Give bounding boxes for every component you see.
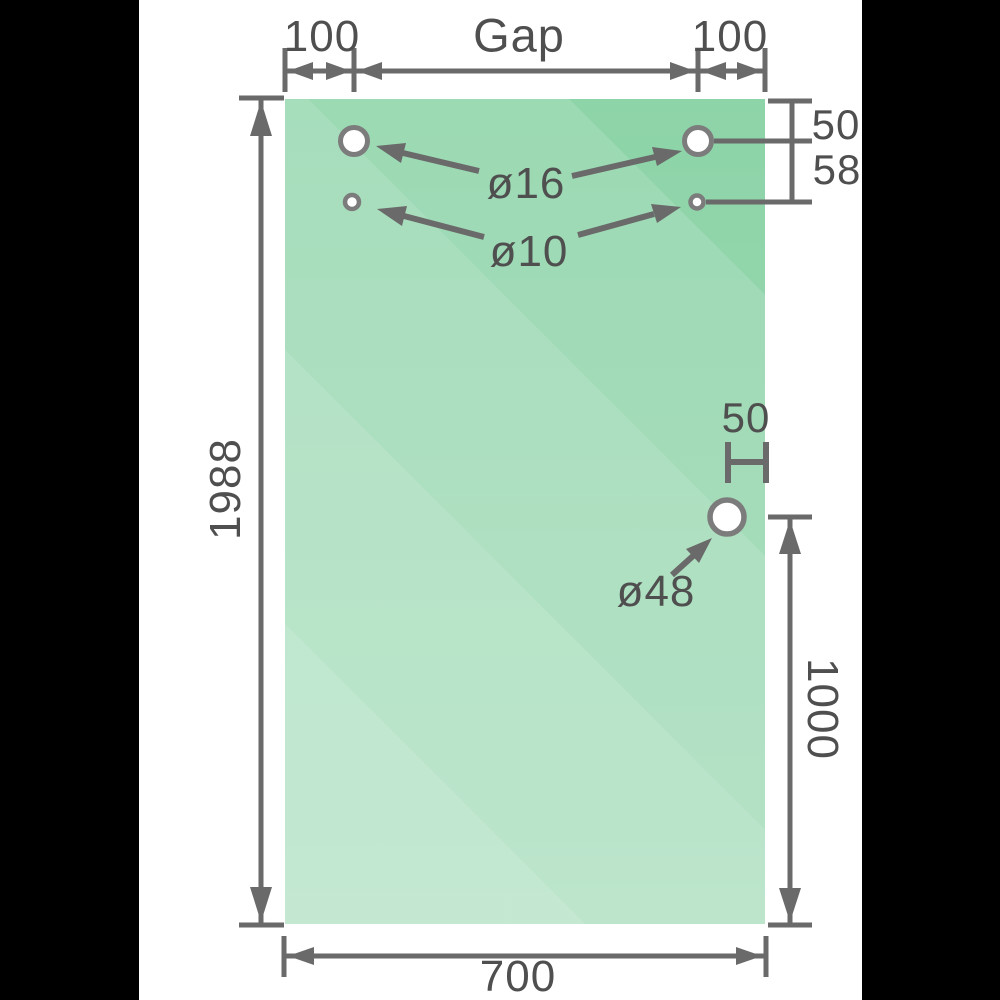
dim-label-height-1988: 1988 (201, 438, 250, 540)
dim-label-hole-spacing-58: 58 (812, 146, 862, 193)
hole-o10-left (342, 192, 362, 212)
dim-label-handle-height-1000: 1000 (798, 658, 847, 760)
dim-label-top-left-100: 100 (283, 12, 361, 61)
hole-offset-dimension-lines (706, 98, 812, 205)
dim-label-o10: ø10 (489, 227, 569, 276)
width-dimension-lines (281, 936, 769, 977)
hole-o10-right (688, 193, 706, 211)
dim-label-edge-to-hole-50: 50 (811, 101, 861, 148)
o48-leader-arrow (669, 538, 712, 578)
top-dimension-arrowheads (288, 62, 762, 80)
handle-height-arrowheads (779, 520, 801, 922)
left-letterbox-bar (0, 0, 139, 1000)
handle-offset-marker (725, 442, 769, 483)
right-letterbox-bar (862, 0, 1000, 1000)
hole-o16-left (338, 125, 370, 157)
dim-label-o16: ø16 (486, 159, 566, 208)
height-dimension-lines (239, 95, 284, 928)
width-dimension-arrowheads (288, 947, 762, 965)
handle-height-dimension-lines (768, 514, 812, 928)
hole-o48 (707, 497, 747, 537)
glass-panel (285, 99, 765, 924)
dim-label-o48: ø48 (616, 567, 696, 616)
dim-label-handle-offset-50: 50 (721, 394, 771, 441)
height-dimension-arrowheads (250, 101, 272, 922)
dim-label-top-right-100: 100 (691, 12, 769, 61)
dim-label-gap: Gap (473, 8, 565, 62)
o16-leader-arrows (376, 143, 682, 179)
o10-leader-arrows (377, 204, 681, 240)
dim-label-width-700: 700 (479, 952, 557, 1000)
hole-o16-right (682, 125, 714, 157)
